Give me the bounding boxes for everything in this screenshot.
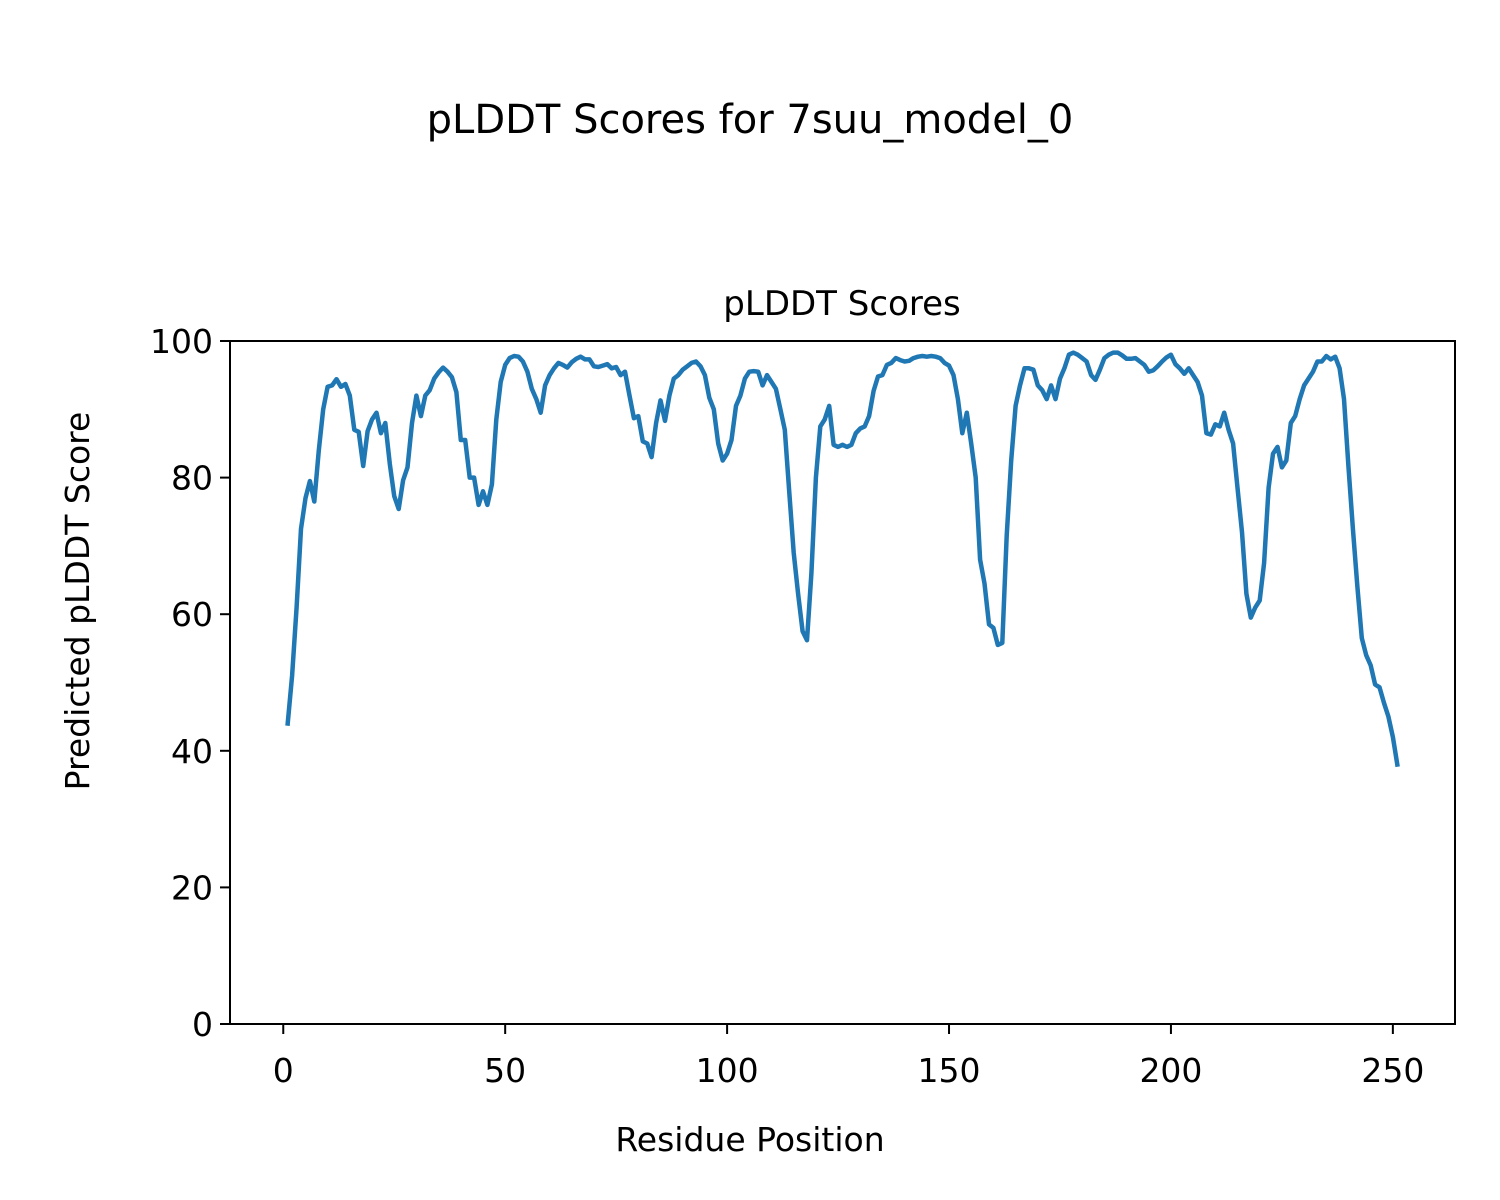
- plot-frame: [229, 340, 1456, 1025]
- x-axis-label: Residue Position: [615, 1120, 884, 1159]
- y-tick-label: 40: [171, 732, 213, 771]
- y-tick-label: 80: [171, 459, 213, 498]
- y-tick-label: 20: [171, 868, 213, 907]
- figure-suptitle: pLDDT Scores for 7suu_model_0: [427, 97, 1074, 143]
- x-tick-label: 200: [1139, 1051, 1202, 1090]
- axes-title: pLDDT Scores: [723, 284, 960, 324]
- x-tick-label: 0: [273, 1051, 294, 1090]
- x-axis-ticks: 0 50 100 150 200 250: [273, 1024, 1424, 1090]
- y-tick-label: 60: [171, 595, 213, 634]
- x-tick-label: 100: [696, 1051, 759, 1090]
- y-axis-ticks: 0 20 40 60 80 100: [150, 322, 230, 1044]
- y-tick-label: 0: [192, 1005, 213, 1044]
- x-tick-label: 150: [918, 1051, 981, 1090]
- x-tick-label: 50: [484, 1051, 526, 1090]
- y-tick-label: 100: [150, 322, 213, 361]
- plot-area: [229, 340, 1456, 1025]
- series-line-0: [285, 350, 1400, 768]
- x-tick-label: 250: [1361, 1051, 1424, 1090]
- y-axis-label: Predicted pLDDT Score: [58, 412, 97, 791]
